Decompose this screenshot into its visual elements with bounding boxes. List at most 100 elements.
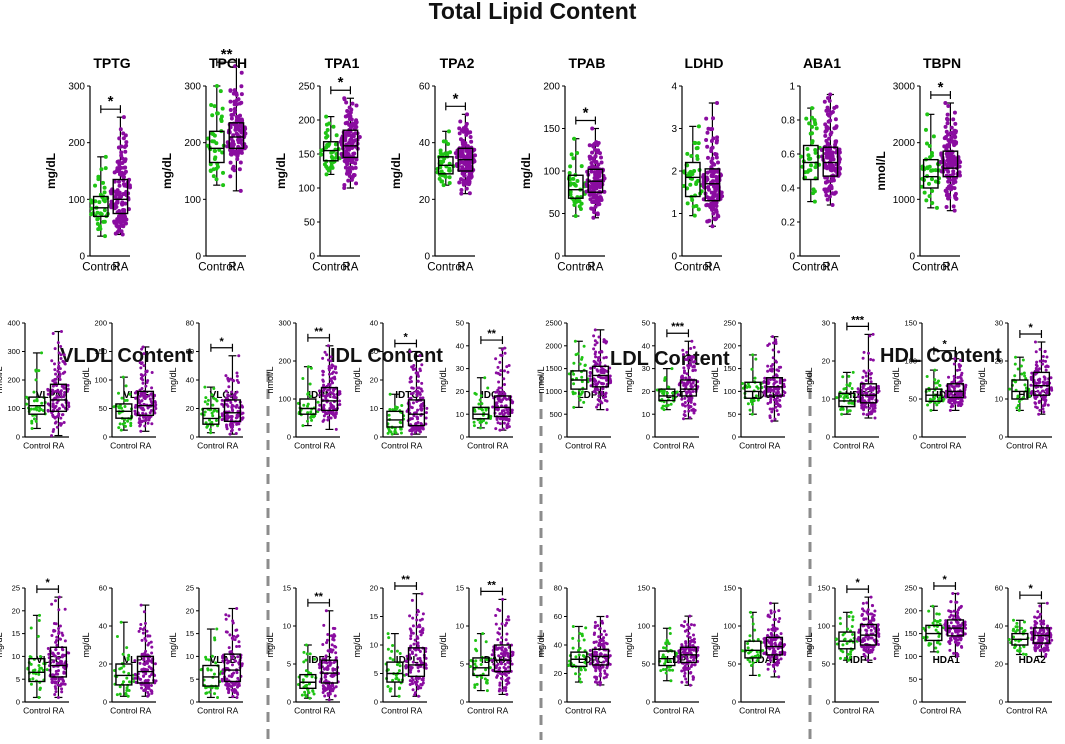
data-point	[603, 671, 607, 675]
data-point	[224, 389, 228, 393]
data-point	[333, 375, 337, 379]
data-point	[472, 420, 476, 424]
data-point	[405, 673, 409, 677]
data-point	[349, 117, 354, 122]
data-point	[951, 169, 956, 174]
data-point	[605, 673, 609, 677]
data-point	[150, 673, 154, 677]
data-point	[411, 401, 415, 405]
y-tick-label: 0	[909, 252, 915, 263]
data-point	[685, 680, 689, 684]
data-point	[766, 369, 770, 373]
data-point	[55, 661, 59, 665]
data-point	[231, 695, 235, 699]
data-point	[688, 416, 692, 420]
data-point	[203, 385, 207, 389]
data-point	[216, 695, 220, 699]
box	[299, 673, 317, 690]
box	[679, 379, 698, 397]
data-point	[333, 395, 337, 399]
data-point	[828, 92, 833, 97]
data-point	[144, 672, 148, 676]
data-point	[415, 618, 419, 622]
data-point	[232, 88, 237, 93]
data-point	[50, 680, 54, 684]
data-point	[461, 153, 466, 158]
data-point	[57, 395, 61, 399]
data-point	[751, 353, 755, 357]
data-point	[357, 134, 362, 139]
data-point	[346, 178, 351, 183]
data-point	[693, 663, 697, 667]
y-axis-label: mg/dL	[624, 367, 634, 392]
data-point	[705, 130, 710, 135]
data-point	[45, 668, 49, 672]
data-point	[55, 639, 59, 643]
data-point	[209, 431, 213, 435]
data-point	[772, 341, 776, 345]
y-tick-label: 0	[424, 252, 430, 263]
data-point	[145, 380, 149, 384]
data-point	[416, 379, 420, 383]
data-point	[128, 392, 132, 396]
y-tick-label: 50	[549, 209, 561, 220]
data-point	[238, 160, 243, 165]
series-control	[384, 632, 408, 698]
data-point	[494, 427, 498, 431]
significance-label: **	[314, 591, 323, 603]
data-point	[692, 658, 696, 662]
y-tick-label: 15	[283, 584, 291, 593]
y-tick-label: 0	[374, 433, 378, 442]
data-point	[227, 660, 231, 664]
data-point	[326, 649, 330, 653]
data-point	[342, 97, 347, 102]
y-tick-label: 250	[723, 319, 736, 328]
data-point	[149, 408, 153, 412]
data-point	[593, 380, 597, 384]
data-point	[462, 142, 467, 147]
data-point	[505, 632, 509, 636]
x-tick-label: Control	[674, 262, 711, 274]
data-point	[322, 688, 326, 692]
data-point	[236, 97, 241, 102]
data-point	[813, 165, 818, 170]
data-point	[129, 421, 133, 425]
x-tick-label: Control	[467, 441, 495, 451]
data-point	[327, 382, 331, 386]
y-axis-label: mg/dL	[710, 367, 720, 392]
data-point	[807, 121, 812, 126]
series-control	[682, 124, 704, 218]
series-control	[26, 613, 49, 699]
data-point	[939, 152, 944, 157]
data-point	[575, 179, 580, 184]
data-point	[118, 127, 123, 132]
data-point	[484, 421, 488, 425]
data-point	[593, 339, 597, 343]
data-point	[228, 160, 233, 165]
data-point	[343, 158, 348, 163]
data-point	[424, 411, 428, 415]
data-point	[604, 395, 608, 399]
data-point	[344, 171, 349, 176]
data-point	[133, 672, 137, 676]
y-axis-label: mg/dL	[81, 367, 91, 392]
data-point	[510, 662, 514, 666]
data-point	[714, 209, 719, 214]
y-tick-label: 0	[460, 433, 464, 442]
significance-label: **	[487, 328, 496, 340]
box	[704, 168, 721, 202]
data-point	[221, 183, 226, 188]
data-point	[605, 340, 609, 344]
data-point	[59, 683, 63, 687]
data-point	[593, 182, 598, 187]
data-point	[221, 170, 226, 175]
data-point	[38, 686, 42, 690]
y-axis-label: mg/dL	[168, 367, 178, 392]
data-point	[691, 360, 695, 364]
data-point	[232, 396, 236, 400]
data-point	[207, 658, 211, 662]
